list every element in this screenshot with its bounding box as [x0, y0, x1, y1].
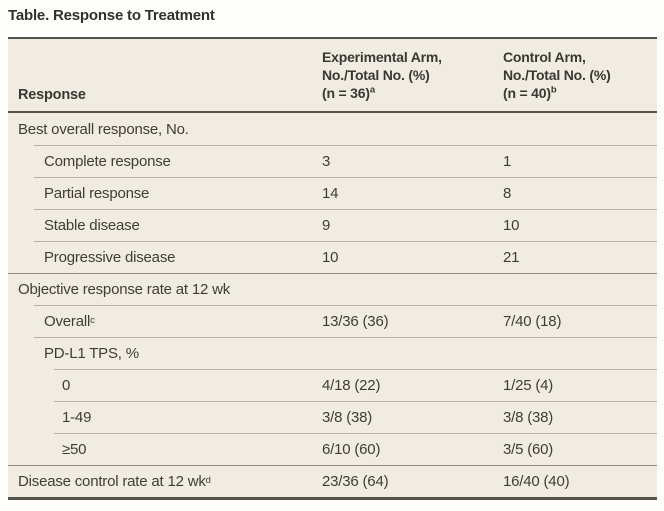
cell-control: 16/40 (40) [503, 472, 570, 490]
cell-control: 7/40 (18) [503, 312, 562, 330]
row-label: PD-L1 TPS, % [44, 344, 139, 362]
cell-experimental: 6/10 (60) [322, 440, 381, 458]
row-label: Best overall response, No. [18, 120, 189, 138]
table-row-partial-response: Partial response 14 8 [8, 177, 657, 209]
row-label: Complete response [44, 152, 171, 170]
header-experimental-arm: Experimental Arm, No./Total No. (%) (n =… [320, 39, 501, 111]
cell-control [501, 113, 657, 145]
table-title: Table. Response to Treatment [8, 7, 215, 24]
cell-experimental [320, 113, 501, 145]
cell-experimental: 14 [322, 184, 339, 202]
cell-experimental [320, 273, 501, 305]
cell-experimental: 9 [322, 216, 331, 234]
header-control-line1: Control Arm, [503, 49, 586, 65]
footnote-marker-b: b [550, 84, 557, 96]
row-label: 1-49 [62, 408, 92, 426]
row-label: Disease control rate at 12 wk d [18, 472, 211, 490]
cell-experimental [320, 337, 501, 369]
header-experimental-line2: No./Total No. (%) [322, 67, 430, 83]
header-experimental-line3: (n = 36)a [322, 84, 376, 101]
table-row-tps-ge50: ≥50 6/10 (60) 3/5 (60) [8, 433, 657, 465]
header-response-label: Response [18, 87, 86, 103]
table-row-tps-0: 0 4/18 (22) 1/25 (4) [8, 369, 657, 401]
cell-control: 21 [503, 248, 520, 266]
row-label: Progressive disease [44, 248, 176, 266]
cell-experimental: 4/18 (22) [322, 376, 381, 394]
cell-control: 3/5 (60) [503, 440, 554, 458]
table-row-tps-1-49: 1-49 3/8 (38) 3/8 (38) [8, 401, 657, 433]
row-label: 0 [62, 376, 71, 394]
row-label: ≥50 [62, 440, 87, 458]
row-label: Stable disease [44, 216, 140, 234]
cell-experimental: 3/8 (38) [322, 408, 373, 426]
table-row-disease-control-rate: Disease control rate at 12 wk d 23/36 (64… [8, 465, 657, 497]
cell-experimental: 13/36 (36) [322, 312, 389, 330]
table-header-row: Response Experimental Arm, No./Total No.… [8, 39, 657, 113]
table-row-progressive-disease: Progressive disease 10 21 [8, 241, 657, 273]
header-experimental-line1: Experimental Arm, [322, 49, 442, 65]
table-row-complete-response: Complete response 3 1 [8, 145, 657, 177]
header-control-line3: (n = 40)b [503, 84, 557, 101]
cell-control [501, 273, 657, 305]
header-control-arm: Control Arm, No./Total No. (%) (n = 40)b [501, 39, 657, 111]
footnote-marker-a: a [369, 84, 376, 96]
table-row-stable-disease: Stable disease 9 10 [8, 209, 657, 241]
cell-experimental: 10 [322, 248, 339, 266]
row-label: Partial response [44, 184, 150, 202]
cell-experimental: 3 [322, 152, 331, 170]
table-row-best-overall-response: Best overall response, No. [8, 113, 657, 145]
cell-control [501, 337, 657, 369]
header-response: Response [8, 39, 320, 111]
table-row-objective-response-rate: Objective response rate at 12 wk [8, 273, 657, 305]
row-label: Objective response rate at 12 wk [18, 280, 231, 298]
cell-control: 10 [503, 216, 520, 234]
cell-control: 8 [503, 184, 512, 202]
cell-experimental: 23/36 (64) [322, 472, 389, 490]
cell-control: 1/25 (4) [503, 376, 554, 394]
table-row-overall: Overall c 13/36 (36) 7/40 (18) [8, 305, 657, 337]
cell-control: 1 [503, 152, 512, 170]
cell-control: 3/8 (38) [503, 408, 554, 426]
table-row-pdl1-tps: PD-L1 TPS, % [8, 337, 657, 369]
header-control-line2: No./Total No. (%) [503, 67, 611, 83]
row-label: Overall c [44, 312, 95, 330]
response-table: Response Experimental Arm, No./Total No.… [8, 37, 657, 500]
table-body: Best overall response, No. Complete resp… [8, 113, 657, 497]
